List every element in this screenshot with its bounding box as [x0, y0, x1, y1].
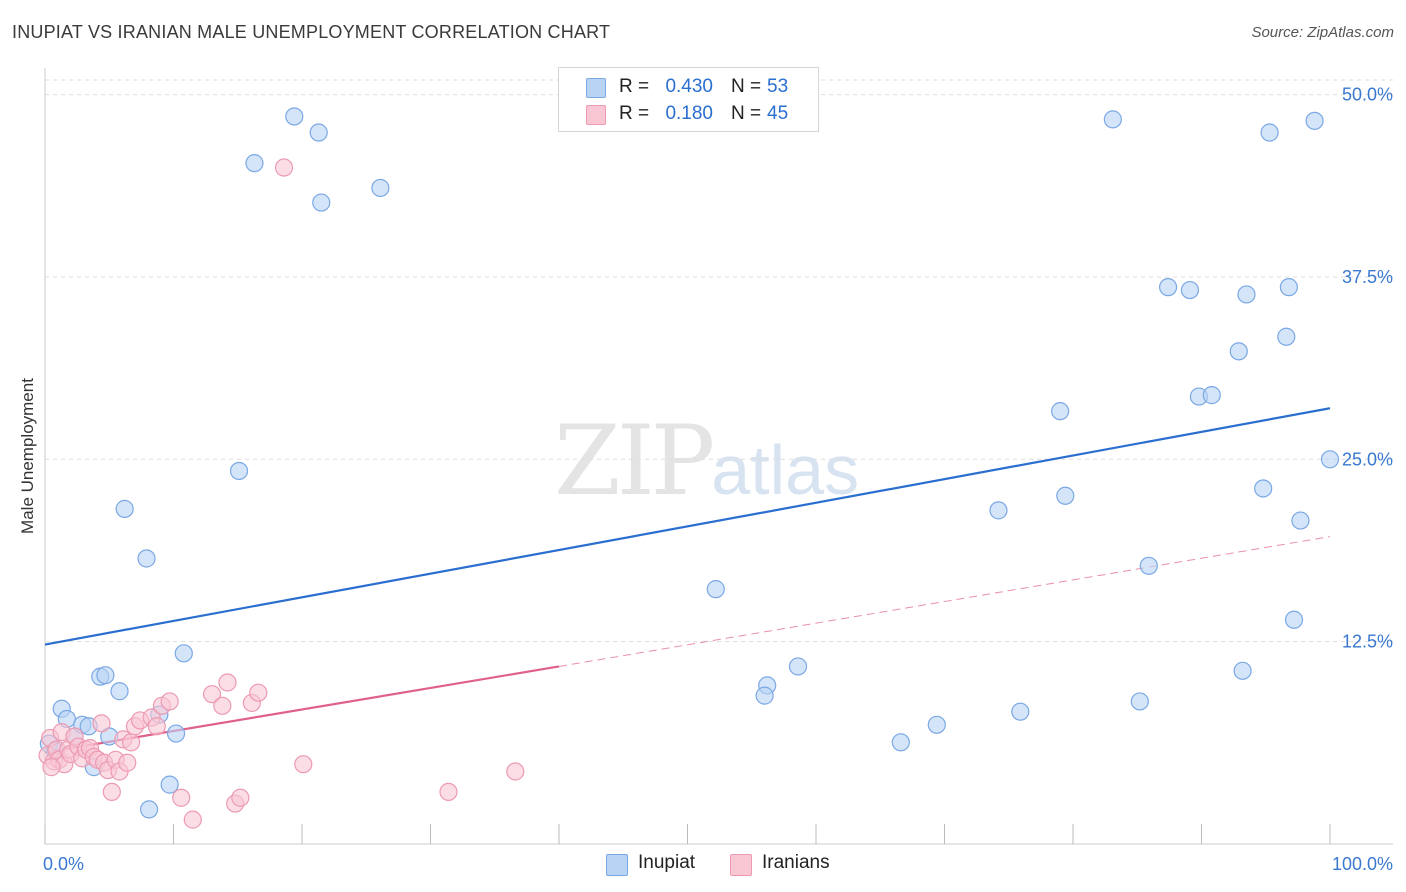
source-credit: Source: ZipAtlas.com — [1251, 24, 1394, 41]
inupiat-point — [1291, 511, 1310, 530]
watermark: ZIPatlas — [554, 405, 859, 517]
inupiat-point — [137, 549, 156, 568]
iranians-point — [121, 733, 141, 752]
iranians-n-label: N = — [731, 103, 762, 124]
inupiat-point — [1233, 661, 1252, 680]
iranians-n-value: 45 — [767, 103, 789, 124]
inupiat-point — [139, 800, 159, 819]
inupiat-point — [1229, 342, 1248, 361]
inupiat-r-value: 0.430 — [665, 76, 713, 97]
iranians-point — [160, 692, 179, 711]
inupiat-point — [755, 686, 774, 705]
inupiat-swatch — [586, 78, 606, 98]
chart-title: INUPIAT VS IRANIAN MALE UNEMPLOYMENT COR… — [12, 22, 611, 42]
inupiat-point — [1011, 702, 1030, 721]
inupiat-point — [1260, 123, 1279, 142]
inupiat-point — [285, 107, 304, 126]
iranians-point — [102, 782, 121, 802]
y-tick-label: 12.5% — [1342, 632, 1393, 652]
inupiat-point — [1277, 327, 1296, 346]
inupiat-point — [160, 775, 179, 794]
y-tick-label: 50.0% — [1342, 85, 1393, 105]
iranians-point — [118, 753, 137, 772]
iranians-trend-extension — [558, 536, 1331, 667]
inupiat-point — [927, 715, 946, 734]
y-tick-label: 37.5% — [1342, 267, 1393, 287]
iranians-point — [42, 758, 61, 777]
inupiat-n-value: 53 — [767, 76, 789, 97]
inupiat-point — [371, 178, 390, 198]
inupiat-point — [1056, 486, 1075, 505]
iranians-point — [92, 714, 111, 733]
inupiat-point — [110, 682, 129, 701]
inupiat-legend-label: Inupiat — [638, 852, 696, 873]
watermark-zip: ZIP — [554, 405, 715, 517]
inupiat-point — [1103, 110, 1122, 129]
inupiat-point — [229, 461, 249, 481]
inupiat-point — [989, 501, 1008, 520]
inupiat-point — [174, 644, 193, 663]
inupiat-point — [1130, 692, 1149, 711]
inupiat-point — [1202, 386, 1221, 405]
legend-row-iranians: R = 0.180 N = 45 — [559, 101, 818, 127]
inupiat-point — [1139, 556, 1158, 575]
inupiat-r-label: R = — [619, 76, 650, 97]
y-tick-label: 25.0% — [1342, 449, 1393, 469]
iranians-r-label: R = — [619, 103, 650, 124]
inupiat-point — [1254, 479, 1273, 498]
data-points — [38, 107, 1340, 829]
iranians-point — [294, 755, 313, 774]
inupiat-point — [96, 666, 115, 685]
inupiat-point — [1158, 278, 1178, 297]
inupiat-trend-line — [44, 407, 1331, 646]
correlation-legend: R = 0.430 N = 53 R = 0.180 N = 45 — [558, 67, 819, 132]
iranians-legend-label: Iranians — [762, 852, 830, 873]
inupiat-point — [788, 657, 808, 676]
tick-labels: 12.5% 25.0% 37.5% 50.0% 0.0% 100.0% — [43, 85, 1393, 874]
inupiat-point — [1279, 278, 1298, 297]
iranians-point — [147, 717, 166, 736]
inupiat-point — [1180, 280, 1200, 300]
x-tick-label-min: 0.0% — [43, 854, 84, 874]
inupiat-point — [1320, 450, 1340, 469]
legend-row-inupiat: R = 0.430 N = 53 — [559, 74, 818, 100]
iranians-point — [274, 158, 294, 177]
iranians-point — [506, 762, 525, 781]
inupiat-point — [1284, 610, 1304, 629]
inupiat-point — [891, 733, 910, 752]
iranians-r-value: 0.180 — [665, 103, 713, 124]
inupiat-point — [309, 123, 328, 142]
axes — [44, 68, 1393, 845]
x-tick-label-max: 100.0% — [1332, 854, 1393, 874]
inupiat-point — [706, 580, 725, 599]
inupiat-point — [1305, 111, 1324, 130]
iranians-point — [218, 673, 237, 692]
iranians-point — [202, 685, 222, 704]
iranians-legend-swatch — [730, 854, 752, 876]
iranians-swatch — [586, 105, 606, 125]
iranians-point — [439, 782, 458, 802]
inupiat-point — [166, 724, 186, 743]
inupiat-n-label: N = — [731, 76, 762, 97]
watermark-atlas: atlas — [711, 431, 860, 509]
inupiat-legend-swatch — [606, 854, 628, 876]
inupiat-point — [245, 154, 264, 173]
iranians-point — [172, 788, 191, 807]
iranians-point — [249, 683, 268, 702]
inupiat-point — [1237, 285, 1256, 304]
inupiat-point — [312, 193, 331, 212]
iranians-point — [231, 788, 250, 807]
iranians-point — [213, 696, 232, 715]
iranians-point — [183, 810, 202, 829]
inupiat-point — [1051, 402, 1070, 421]
inupiat-point — [115, 499, 134, 518]
